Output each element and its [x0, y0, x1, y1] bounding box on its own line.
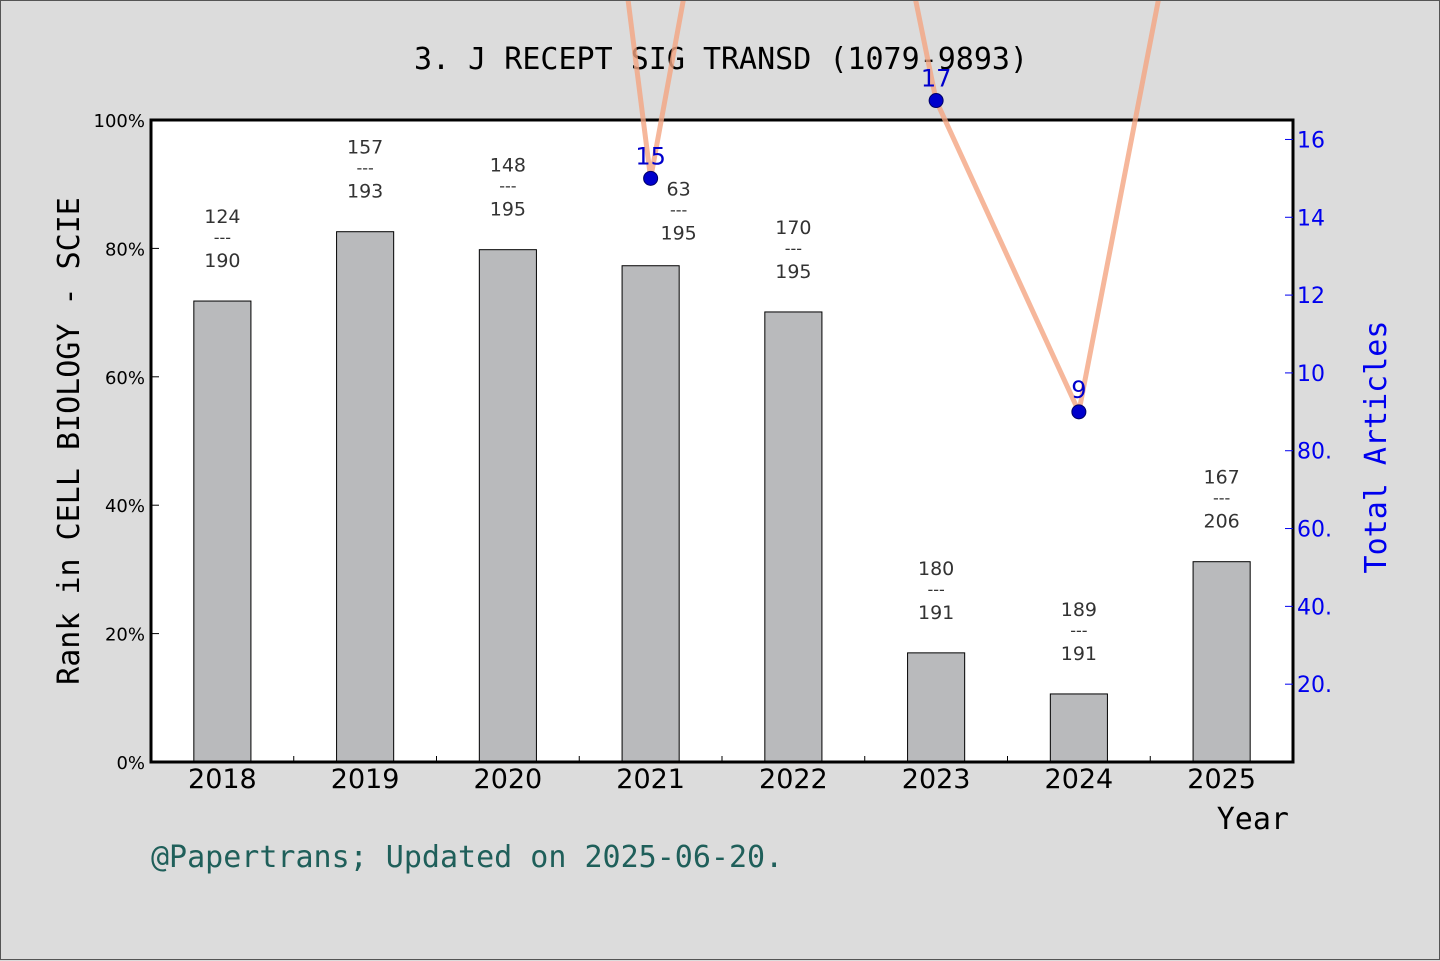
- bar-rank-label: 63: [667, 179, 691, 201]
- bar-total-label: 190: [204, 250, 240, 272]
- bar-2025: [1192, 561, 1251, 763]
- plot-background: [151, 120, 1293, 762]
- y2-tick-label: 12: [1297, 284, 1325, 309]
- x-tick-label-2020: 2020: [474, 764, 543, 795]
- x-tick-label-2021: 2021: [616, 764, 685, 795]
- y-tick-label: 40%: [105, 496, 145, 517]
- bar-total-label: 206: [1203, 511, 1239, 533]
- y-tick-label: 100%: [94, 111, 145, 132]
- line-point-2023: [928, 93, 944, 109]
- y-tick-label: 80%: [105, 239, 145, 260]
- bar-rank-label: 124: [204, 206, 240, 228]
- bar-total-label: 195: [660, 223, 696, 245]
- y2-tick-label: 20.: [1297, 673, 1332, 698]
- bar-rank-label: 170: [775, 217, 811, 239]
- x-tick-label-2024: 2024: [1045, 764, 1114, 795]
- x-tick-label-2022: 2022: [759, 764, 828, 795]
- y2-axis-label: Total Articles: [1359, 321, 1394, 574]
- bar-2022: [764, 311, 823, 763]
- line-point-2024: [1071, 404, 1087, 420]
- x-tick-label-2019: 2019: [331, 764, 400, 795]
- y2-tick-label: 60.: [1297, 518, 1332, 543]
- bar-2024: [1049, 693, 1108, 763]
- total-articles-line: [625, 1, 1161, 415]
- y-axis-label: Rank in CELL BIOLOGY - SCIE: [52, 197, 87, 685]
- x-tick-label-2018: 2018: [188, 764, 257, 795]
- bar-2020: [478, 249, 537, 763]
- y2-tick-label: 16: [1297, 128, 1325, 153]
- bar-rank-label: 167: [1203, 467, 1239, 489]
- bar-2023: [907, 652, 966, 763]
- y2-tick-label: 10: [1297, 362, 1325, 387]
- y-tick-label: 0%: [116, 753, 145, 774]
- y-tick-label: 20%: [105, 625, 145, 646]
- bar-separator-label: ---: [499, 177, 516, 196]
- y-tick-label: 60%: [105, 368, 145, 389]
- bar-rank-label: 189: [1061, 599, 1097, 621]
- bar-2019: [336, 231, 395, 763]
- bar-separator-label: ---: [356, 159, 373, 178]
- footer-note: @Papertrans; Updated on 2025-06-20.: [151, 840, 783, 875]
- bar-rank-label: 148: [490, 155, 526, 177]
- bar-2018: [193, 300, 252, 763]
- bar-rank-label: 157: [347, 137, 383, 159]
- x-axis-label: Year: [1217, 802, 1289, 837]
- plot-area: 0% 20% 40% 60% 80% 100% 20. 40. 60. 80. 10 12 14 16 20…: [94, 1, 1332, 795]
- bar-separator-label: ---: [670, 201, 687, 220]
- bar-separator-label: ---: [927, 580, 944, 599]
- line-point-label: 9: [1071, 376, 1086, 404]
- bar-total-label: 191: [1061, 643, 1097, 665]
- bar-2021: [621, 265, 680, 763]
- bar-rank-label: 180: [918, 558, 954, 580]
- y2-tick-label: 80.: [1297, 440, 1332, 465]
- line-point-label: 17: [921, 65, 952, 93]
- bar-total-label: 193: [347, 181, 383, 203]
- line-point-2021: [643, 170, 659, 186]
- bar-total-label: 195: [490, 199, 526, 221]
- x-tick-label-2023: 2023: [902, 764, 971, 795]
- bar-separator-label: ---: [1070, 621, 1087, 640]
- bar-total-label: 195: [775, 261, 811, 283]
- y2-tick-label: 14: [1297, 206, 1325, 231]
- bar-total-label: 191: [918, 602, 954, 624]
- y2-tick-label: 40.: [1297, 595, 1332, 620]
- line-point-label: 15: [635, 142, 666, 170]
- bar-separator-label: ---: [785, 239, 802, 258]
- bar-separator-label: ---: [1213, 489, 1230, 508]
- bar-separator-label: ---: [214, 228, 231, 247]
- x-tick-label-2025: 2025: [1187, 764, 1256, 795]
